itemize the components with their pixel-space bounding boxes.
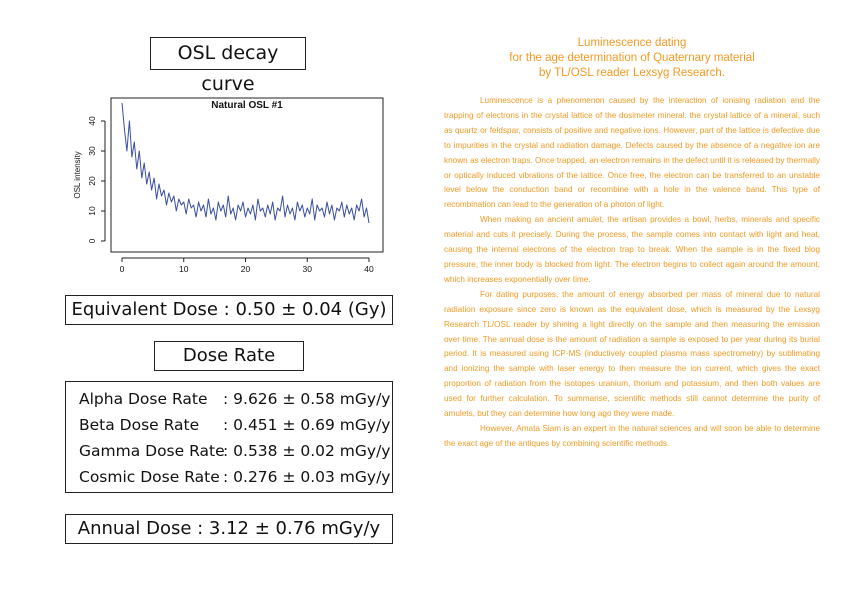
- series-line-group: [121, 102, 370, 224]
- rate-value: : 9.626 ± 0.58 mGy/y: [223, 390, 391, 408]
- dose-rate-title: Dose Rate: [154, 341, 304, 371]
- heading-line: for the age determination of Quaternary …: [509, 52, 755, 64]
- osl-decay-title: OSL decay curve: [150, 37, 306, 95]
- heading-line: Luminescence dating: [577, 37, 687, 49]
- rate-label: Cosmic Dose Rate: [79, 468, 220, 486]
- annual-dose-box: Annual Dose : 3.12 ± 0.76 mGy/y: [65, 514, 393, 544]
- rate-value: : 0.276 ± 0.03 mGy/y: [223, 468, 391, 486]
- x-tick-label: 30: [303, 264, 313, 274]
- article-paragraph: However, Amata Siam is an expert in the …: [444, 423, 820, 448]
- rate-label: Gamma Dose Rate: [79, 442, 225, 460]
- x-tick-label: 40: [364, 264, 374, 274]
- dose-rates-box: Alpha Dose Rate : 9.626 ± 0.58 mGy/y Beta…: [65, 381, 393, 493]
- heading-line: by TL/OSL reader Lexsyg Research.: [538, 67, 725, 79]
- y-tick-label: 0: [87, 238, 97, 243]
- y-tick-label: 10: [87, 206, 97, 216]
- article: Luminescence dating for the age determin…: [444, 36, 820, 452]
- alpha-dose-rate-row: Alpha Dose Rate : 9.626 ± 0.58 mGy/y: [79, 388, 390, 410]
- axes: 0 10 20 30 40 0 10 20 30 40: [87, 116, 374, 274]
- article-body: Luminescence is a phenomenon caused by t…: [444, 94, 820, 452]
- y-axis-label: OSL intensity: [73, 151, 82, 198]
- y-tick-label: 40: [87, 116, 97, 126]
- rate-value: : 0.538 ± 0.02 mGy/y: [223, 442, 391, 460]
- rate-label: Alpha Dose Rate: [79, 390, 208, 408]
- article-paragraph: Luminescence is a phenomenon caused by t…: [444, 96, 820, 210]
- x-tick-label: 10: [179, 264, 189, 274]
- osl-series-line: [121, 102, 370, 224]
- y-tick-label: 30: [87, 146, 97, 156]
- gamma-dose-rate-row: Gamma Dose Rate: 0.538 ± 0.02 mGy/y: [79, 440, 390, 462]
- article-paragraph: For dating purposes, the amount of energ…: [444, 289, 820, 419]
- cosmic-dose-rate-row: Cosmic Dose Rate: 0.276 ± 0.03 mGy/y: [79, 466, 390, 488]
- equivalent-dose-box: Equivalent Dose : 0.50 ± 0.04 (Gy): [65, 295, 393, 325]
- beta-dose-rate-row: Beta Dose Rate : 0.451 ± 0.69 mGy/y: [79, 414, 390, 436]
- chart-title: Natural OSL #1: [211, 100, 283, 111]
- y-tick-label: 20: [87, 176, 97, 186]
- osl-decay-chart: Natural OSL #1 OSL intensity 0 10 20 30 40 0 1…: [73, 97, 384, 274]
- rate-value: : 0.451 ± 0.69 mGy/y: [223, 416, 391, 434]
- plot-frame: [110, 97, 384, 253]
- article-heading: Luminescence dating for the age determin…: [444, 36, 820, 81]
- x-tick-label: 20: [241, 264, 251, 274]
- x-tick-label: 0: [120, 264, 125, 274]
- rate-label: Beta Dose Rate: [79, 416, 200, 434]
- article-paragraph: When making an ancient amulet, the artis…: [444, 215, 820, 284]
